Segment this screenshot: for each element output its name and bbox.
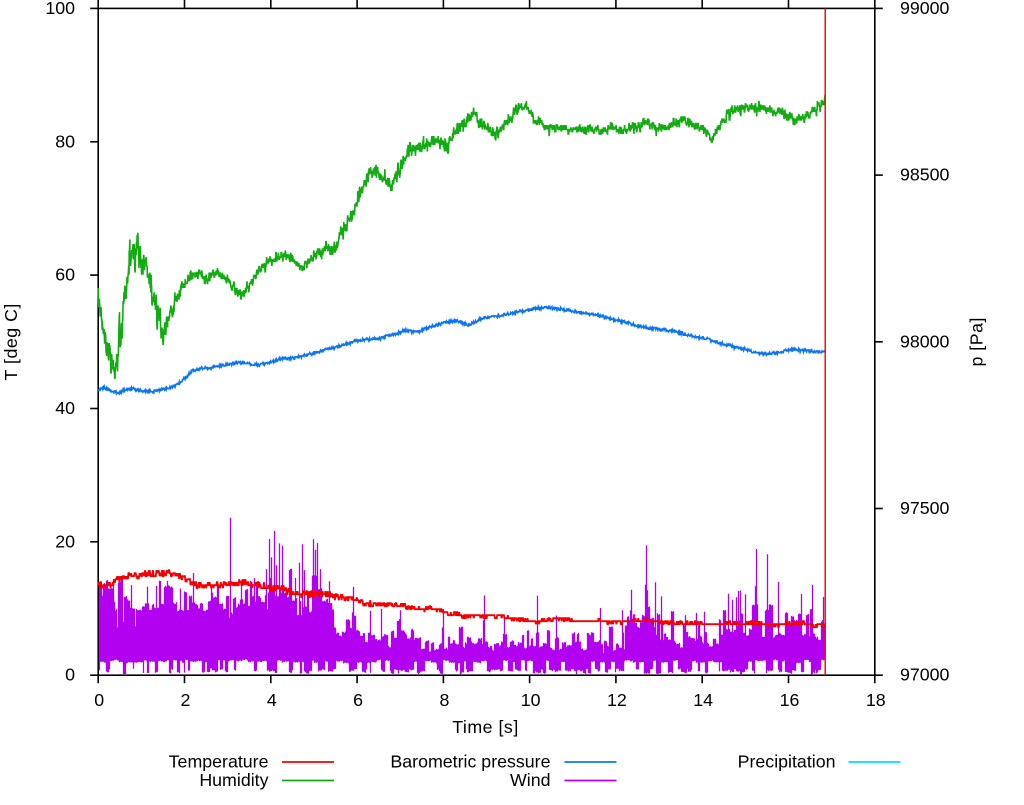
svg-text:2: 2 <box>181 690 191 710</box>
svg-text:97000: 97000 <box>900 665 950 685</box>
svg-text:6: 6 <box>353 690 363 710</box>
svg-text:20: 20 <box>55 531 75 551</box>
svg-text:40: 40 <box>55 398 75 418</box>
svg-text:0: 0 <box>65 665 75 685</box>
svg-text:99000: 99000 <box>900 0 950 18</box>
svg-text:16: 16 <box>780 690 800 710</box>
svg-text:0: 0 <box>94 690 104 710</box>
svg-text:98000: 98000 <box>900 331 950 351</box>
svg-text:4: 4 <box>267 690 277 710</box>
svg-text:Temperature: Temperature <box>169 752 269 772</box>
svg-text:97500: 97500 <box>900 498 950 518</box>
svg-text:Time [s]: Time [s] <box>452 717 519 737</box>
svg-text:8: 8 <box>439 690 449 710</box>
svg-text:Wind: Wind <box>510 770 551 790</box>
svg-text:12: 12 <box>607 690 627 710</box>
svg-text:Humidity: Humidity <box>199 770 268 790</box>
svg-text:100: 100 <box>45 0 75 18</box>
svg-text:98500: 98500 <box>900 165 950 185</box>
svg-text:10: 10 <box>521 690 541 710</box>
svg-text:Barometric pressure: Barometric pressure <box>390 752 550 772</box>
svg-text:80: 80 <box>55 131 75 151</box>
svg-text:T [deg C]: T [deg C] <box>1 303 21 380</box>
svg-text:p [Pa]: p [Pa] <box>967 317 987 366</box>
svg-text:18: 18 <box>866 690 886 710</box>
svg-text:14: 14 <box>693 690 713 710</box>
svg-text:Precipitation: Precipitation <box>738 752 836 772</box>
svg-text:60: 60 <box>55 265 75 285</box>
